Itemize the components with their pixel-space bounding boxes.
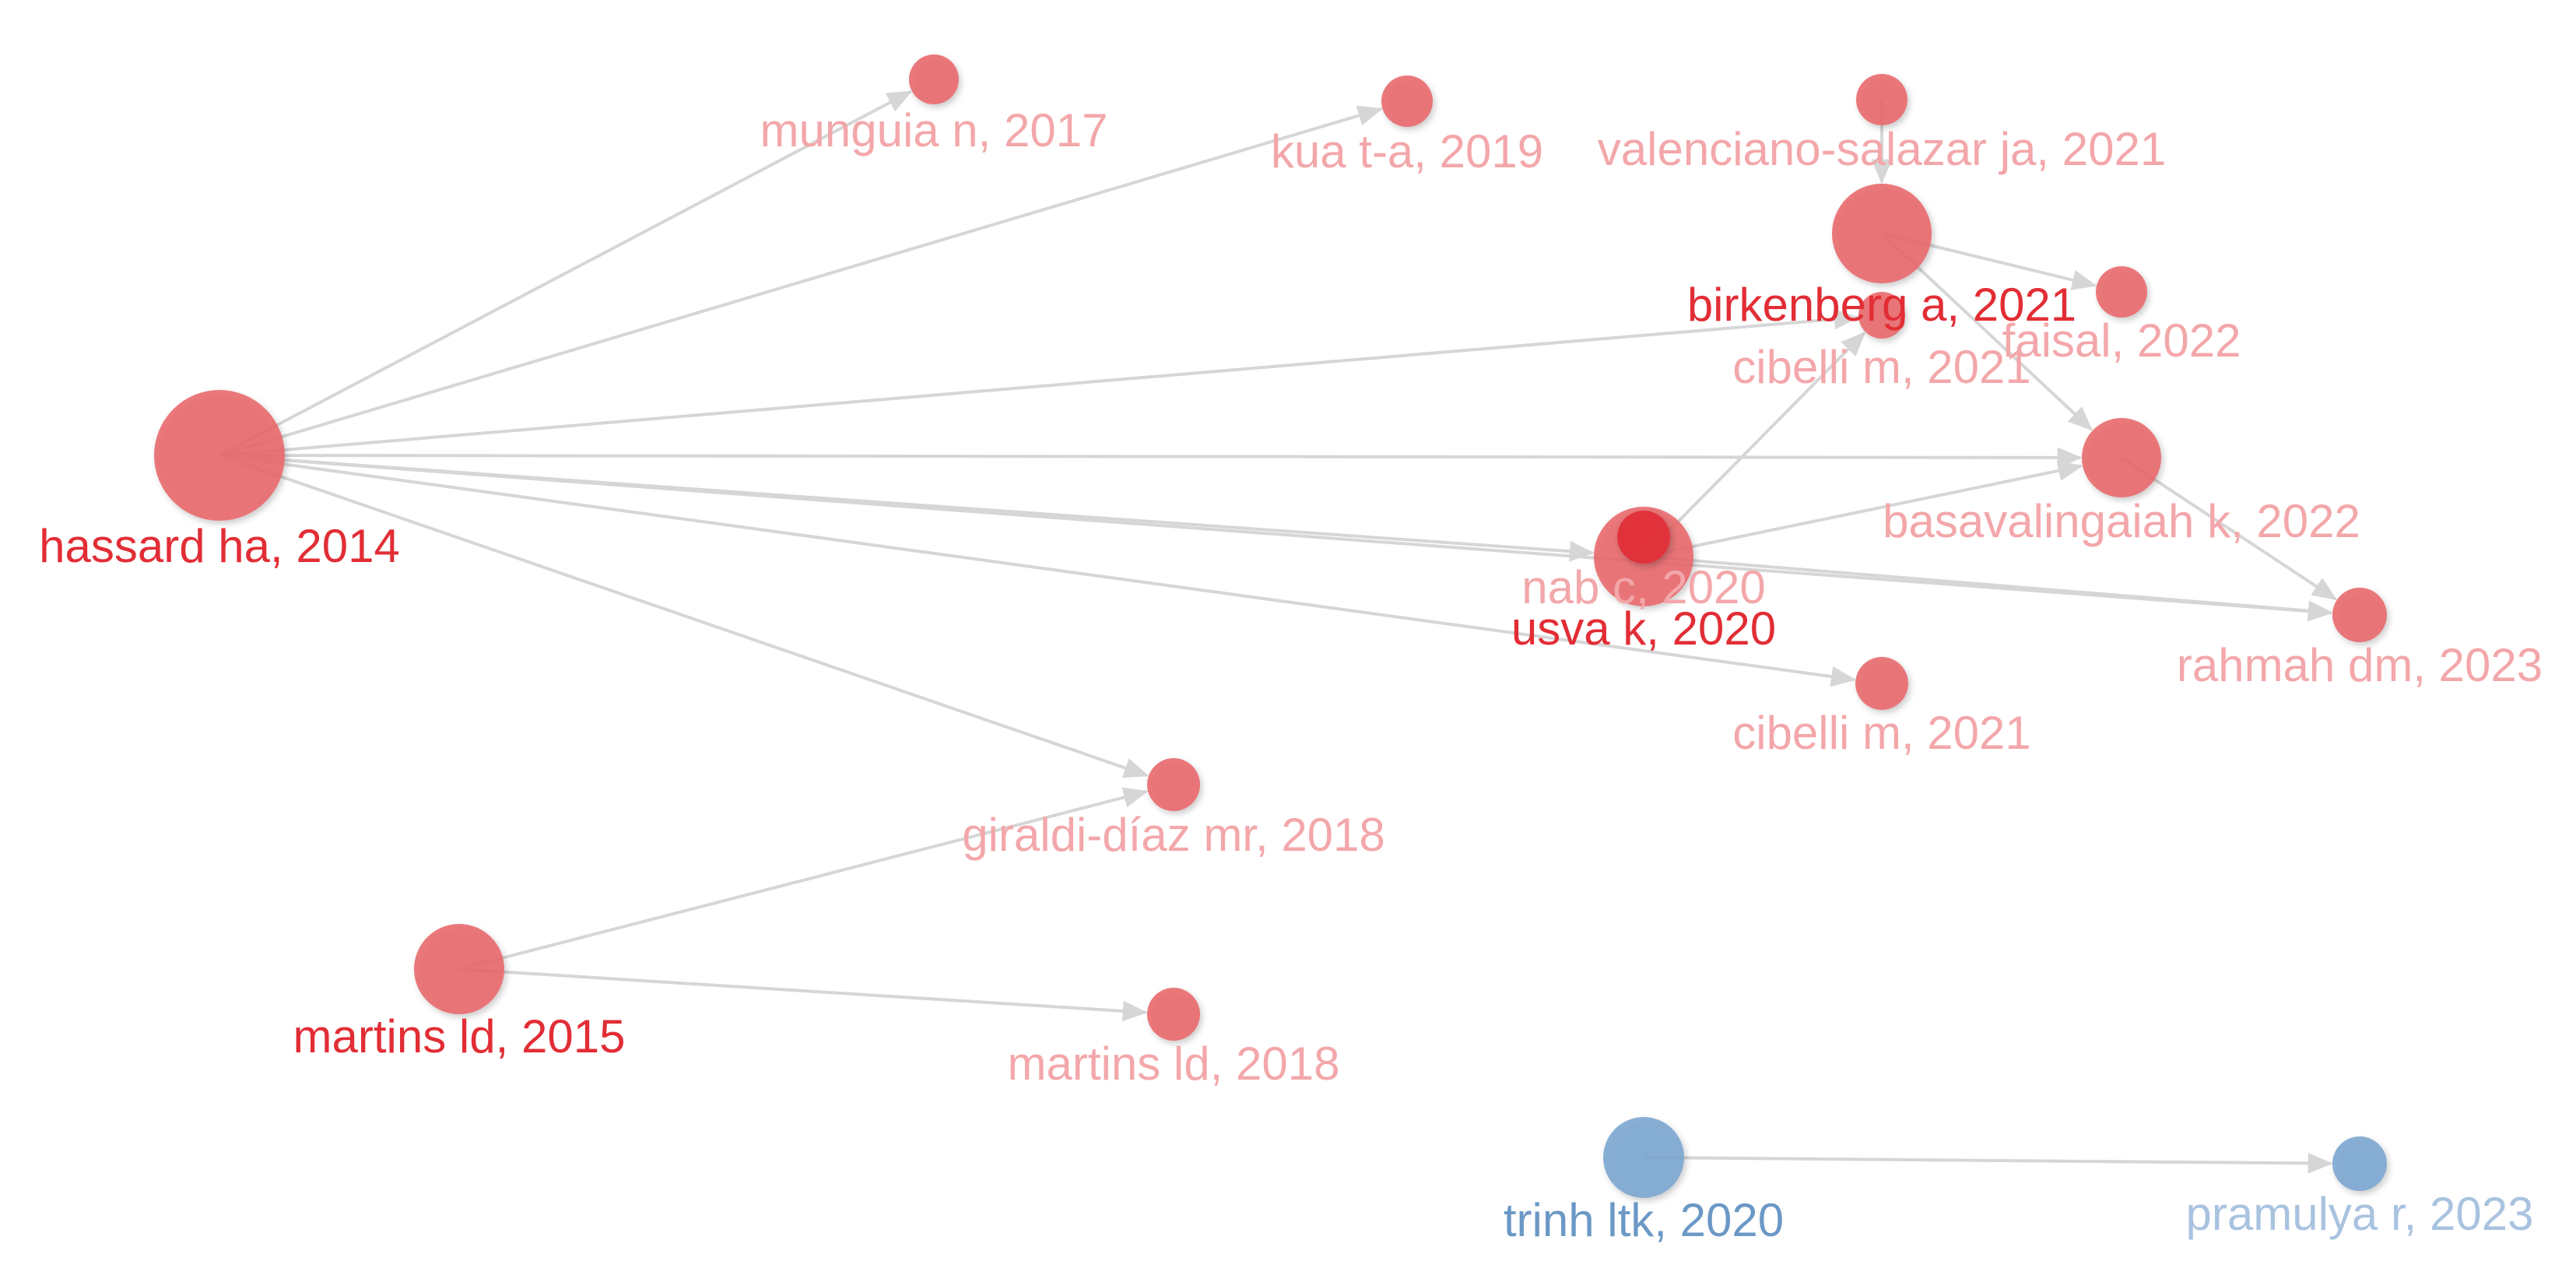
node-birkenberg[interactable] [1832,184,1932,283]
node-usva[interactable] [1617,511,1670,564]
node-rahmah[interactable] [2332,588,2387,642]
edge-hassard-to-munguia [219,90,913,457]
node-label-rahmah: rahmah dm, 2023 [2177,639,2543,691]
edge-hassard-to-cibelli_top [219,308,1859,457]
edges [219,90,2338,1174]
node-cibelli_bottom[interactable] [1855,657,1908,710]
node-label-martins2015: martins ld, 2015 [293,1010,626,1063]
node-trinh[interactable] [1603,1117,1684,1198]
node-basavalingaiah[interactable] [2082,418,2161,497]
node-label-faisal: faisal, 2022 [2002,314,2241,367]
node-label-hassard: hassard ha, 2014 [39,520,400,572]
node-label-usva: usva k, 2020 [1511,602,1776,655]
node-munguia[interactable] [909,54,959,104]
node-label-cibelli_bottom: cibelli m, 2021 [1732,707,2031,759]
edge-hassard-to-cibelli_bottom [219,454,1856,687]
node-label-valenciano: valenciano-salazar ja, 2021 [1598,123,2166,175]
node-label-kua: kua t-a, 2019 [1271,125,1543,177]
node-hassard[interactable] [154,390,285,521]
node-label-giraldi: giraldi-díaz mr, 2018 [962,809,1385,861]
edge-hassard-to-basavalingaiah [219,447,2083,469]
edge-trinh-to-pramulya [1643,1153,2333,1174]
edge-nab-to-cibelli_top [1642,331,1866,558]
node-label-cibelli_top: cibelli m, 2021 [1732,341,2031,393]
node-label-munguia: munguia n, 2017 [760,104,1107,156]
node-label-nab: nab c, 2020 [1521,561,1766,613]
node-cibelli_top[interactable] [1858,292,1905,339]
edge-basavalingaiah-to-rahmah [2120,456,2338,601]
edge-martins2015-to-martins2018 [458,968,1148,1022]
node-label-martins2018: martins ld, 2018 [1008,1038,1340,1090]
node-label-birkenberg: birkenberg a, 2021 [1687,279,2076,331]
labels: hassard ha, 2014 munguia n, 2017 kua t-a, … [39,104,2543,1246]
node-label-trinh: trinh ltk, 2020 [1504,1194,1784,1246]
edge-hassard-to-giraldi [219,454,1149,778]
node-pramulya[interactable] [2332,1136,2387,1191]
edge-hassard-to-rahmah [219,454,2333,622]
node-label-basavalingaiah: basavalingaiah k, 2022 [1883,495,2360,547]
edge-nab-to-rahmah [1643,555,2333,621]
edge-martins2015-to-giraldi [458,787,1149,971]
node-giraldi[interactable] [1147,758,1200,811]
edge-hassard-to-kua [219,105,1384,457]
edge-nab-to-basavalingaiah [1643,460,2083,558]
node-faisal[interactable] [2096,266,2147,318]
node-label-pramulya: pramulya r, 2023 [2186,1188,2534,1240]
node-martins2018[interactable] [1147,988,1200,1041]
node-kua[interactable] [1381,76,1433,127]
node-martins2015[interactable] [414,924,504,1014]
node-valenciano[interactable] [1856,74,1907,125]
nodes [154,54,2387,1198]
